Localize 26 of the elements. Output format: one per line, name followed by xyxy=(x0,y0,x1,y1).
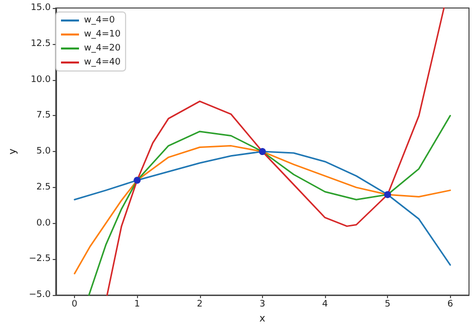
x-tick-label: 5 xyxy=(384,300,390,310)
legend-label: w_4=20 xyxy=(84,44,121,54)
y-tick-label: 5.0 xyxy=(36,146,52,157)
point xyxy=(384,191,392,198)
x-tick-label: 6 xyxy=(447,300,454,310)
y-tick-label: 7.5 xyxy=(36,110,51,121)
y-tick-label: −5.0 xyxy=(28,290,52,300)
y-tick-label: 15.0 xyxy=(30,3,52,13)
point xyxy=(258,148,266,156)
x-tick-label: 4 xyxy=(322,300,328,310)
y-tick-label: 2.5 xyxy=(36,182,51,192)
y-tick-label: 0.0 xyxy=(36,218,52,228)
point xyxy=(134,176,141,184)
x-tick-label: 3 xyxy=(260,300,266,310)
x-tick-label: 2 xyxy=(196,300,203,310)
legend-label: w_4=40 xyxy=(84,58,121,68)
x-axis-title: x xyxy=(259,314,266,324)
line-series xyxy=(88,114,451,296)
x-tick-label: 0 xyxy=(72,300,78,310)
y-tick-label: 10.0 xyxy=(30,74,52,85)
y-tick-label: −2.5 xyxy=(28,254,51,264)
legend-label: w_4=0 xyxy=(84,16,116,26)
y-tick-label: 12.5 xyxy=(30,38,51,49)
legend-label: w_4=10 xyxy=(84,30,121,40)
x-tick-label: 1 xyxy=(134,300,140,310)
y-axis-title: y xyxy=(8,148,18,155)
